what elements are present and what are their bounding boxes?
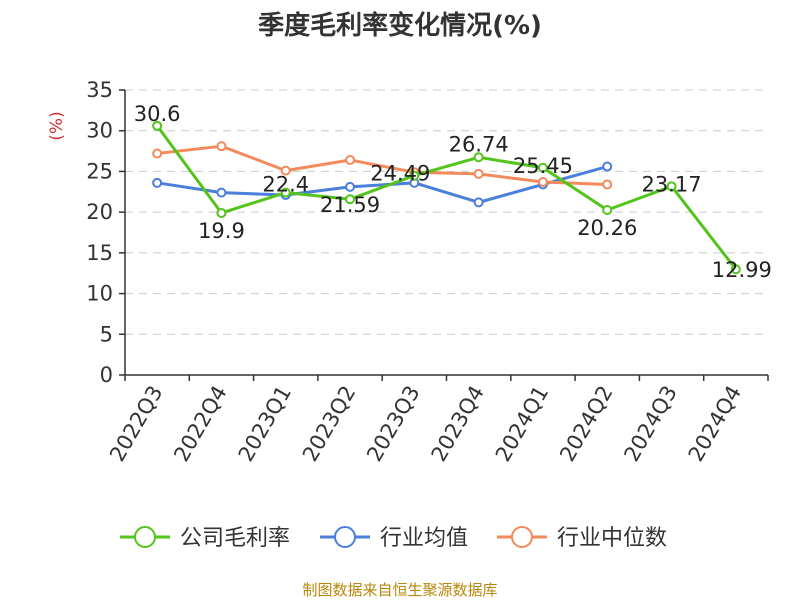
data-point	[216, 141, 227, 152]
data-point	[216, 207, 227, 218]
legend: 公司毛利率 行业均值 行业中位数	[120, 526, 667, 551]
data-label: 21.59	[320, 193, 380, 217]
data-label: 30.6	[134, 102, 181, 126]
data-label: 26.74	[449, 132, 509, 156]
legend-label: 行业均值	[380, 526, 468, 551]
legend-swatch-marker	[511, 526, 533, 548]
series-line	[155, 124, 738, 271]
y-tick-label: 30	[86, 119, 113, 143]
x-tick-label: 2023Q4	[427, 382, 489, 466]
x-tick-label: 2023Q1	[234, 382, 296, 466]
series-line	[156, 144, 608, 186]
y-tick-label: 25	[86, 159, 113, 183]
data-label: 25.45	[513, 154, 573, 178]
data-point	[280, 187, 291, 198]
source-note: 制图数据来自恒生聚源数据库	[302, 581, 497, 599]
data-point	[537, 177, 548, 188]
data-label: 23.17	[641, 172, 701, 196]
data-point	[152, 148, 163, 159]
y-tick-label: 5	[100, 322, 113, 346]
x-tick-label: 2024Q1	[491, 382, 553, 466]
data-label: 12.99	[712, 258, 772, 282]
data-point	[602, 161, 613, 172]
x-tick-label: 2024Q4	[684, 382, 746, 466]
legend-swatch-marker	[334, 526, 356, 548]
y-tick-label: 35	[86, 78, 113, 102]
x-tick-label: 2023Q3	[362, 382, 424, 466]
data-point	[666, 181, 677, 192]
data-point	[280, 165, 291, 176]
x-tick-label: 2022Q4	[169, 382, 231, 466]
data-label: 19.9	[198, 219, 245, 243]
y-tick-label: 0	[100, 363, 113, 387]
data-point	[216, 187, 227, 198]
data-label: 24.49	[370, 162, 430, 186]
data-label: 20.26	[577, 216, 637, 240]
data-point	[473, 168, 484, 179]
data-point	[473, 152, 484, 163]
data-label: 22.4	[262, 173, 309, 197]
series-lines	[152, 120, 741, 275]
legend-label: 公司毛利率	[180, 526, 290, 551]
y-tick-label: 20	[86, 200, 113, 224]
data-point	[730, 264, 741, 275]
data-point	[345, 181, 356, 192]
data-point	[602, 205, 613, 216]
y-tick-label: 10	[86, 282, 113, 306]
data-point	[345, 194, 356, 205]
data-point	[602, 179, 613, 190]
data-point	[152, 120, 163, 131]
x-tick-label: 2024Q3	[619, 382, 681, 466]
data-point	[152, 177, 163, 188]
data-point	[409, 170, 420, 181]
data-point	[345, 155, 356, 166]
x-tick-label: 2024Q2	[555, 382, 617, 466]
y-tick-label: 15	[86, 241, 113, 265]
x-tick-label: 2023Q2	[298, 382, 360, 466]
series-line	[156, 165, 608, 204]
legend-swatch-marker	[134, 526, 156, 548]
data-point	[473, 197, 484, 208]
y-axis-unit: (%)	[47, 111, 67, 140]
data-point	[537, 162, 548, 173]
x-tick-label: 2022Q3	[105, 382, 167, 466]
chart-title: 季度毛利率变化情况(%)	[258, 10, 542, 41]
grid-lines	[125, 89, 768, 335]
legend-label: 行业中位数	[557, 526, 667, 551]
